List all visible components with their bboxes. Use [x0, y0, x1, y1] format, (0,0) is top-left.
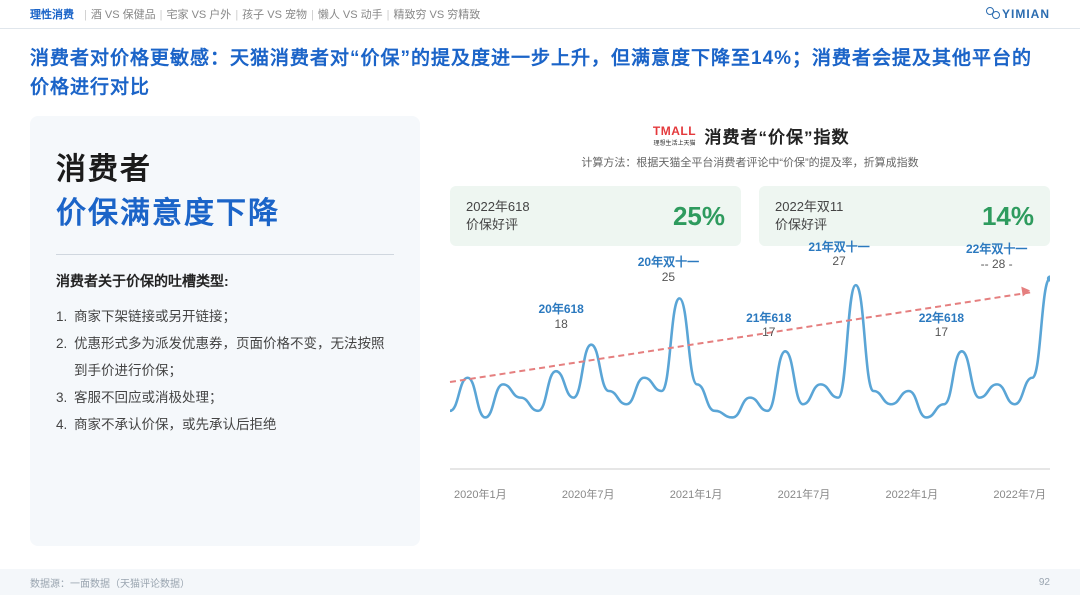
brand-text: YIMIAN — [1002, 7, 1050, 21]
nav-item: 精致穷 VS 穷精致 — [393, 9, 480, 21]
nav-item: 懒人 VS 动手 — [318, 9, 383, 21]
nav-item: 宅家 VS 户外 — [167, 9, 232, 21]
list-item: 2.优惠形式多为派发优惠券，页面价格不变，无法按照到手价进行价保； — [56, 330, 394, 384]
divider — [0, 28, 1080, 29]
left-heading-1: 消费者 — [56, 144, 394, 188]
data-source: 数据源：一面数据（天猫评论数据） — [30, 575, 190, 590]
nav-active: 理性消费 — [30, 6, 74, 22]
complaints-list: 1.商家下架链接或另开链接；2.优惠形式多为派发优惠券，页面价格不变，无法按照到… — [56, 303, 394, 438]
list-item: 3.客服不回应或消极处理； — [56, 384, 394, 411]
logo-icon — [986, 7, 1000, 19]
nav-item: 酒 VS 保健品 — [91, 9, 156, 21]
chart-header: TMALL 理想生活上天猫 消费者“价保”指数 计算方法：根据天猫全平台消费者评… — [450, 122, 1050, 170]
page-title: 消费者对价格更敏感：天猫消费者对“价保”的提及度进一步上升，但满意度下降至14%… — [0, 39, 1080, 116]
chart-method: 计算方法：根据天猫全平台消费者评论中“价保”的提及率，折算成指数 — [450, 154, 1050, 170]
brand-logo: YIMIAN — [986, 7, 1050, 21]
nav-item: 孩子 VS 宠物 — [242, 9, 307, 21]
metric-row: 2022年618价保好评25% 2022年双11价保好评14% — [450, 186, 1050, 246]
tmall-logo: TMALL 理想生活上天猫 — [651, 124, 699, 147]
top-nav: 理性消费 |酒 VS 保健品|宅家 VS 户外|孩子 VS 宠物|懒人 VS 动… — [0, 0, 1080, 28]
complaints-title: 消费者关于价保的吐槽类型: — [56, 271, 394, 291]
left-heading-2: 价保满意度下降 — [56, 188, 394, 232]
chart-title: 消费者“价保”指数 — [705, 123, 850, 148]
metric-card: 2022年双11价保好评14% — [759, 186, 1050, 246]
list-item: 1.商家下架链接或另开链接； — [56, 303, 394, 330]
line-chart: 2020年1月2020年7月2021年1月2021年7月2022年1月2022年… — [450, 260, 1050, 510]
metric-card: 2022年618价保好评25% — [450, 186, 741, 246]
page-number: 92 — [1039, 577, 1050, 588]
right-panel: TMALL 理想生活上天猫 消费者“价保”指数 计算方法：根据天猫全平台消费者评… — [450, 116, 1050, 546]
list-item: 4.商家不承认价保，或先承认后拒绝 — [56, 411, 394, 438]
left-panel: 消费者 价保满意度下降 消费者关于价保的吐槽类型: 1.商家下架链接或另开链接；… — [30, 116, 420, 546]
footer: 数据源：一面数据（天猫评论数据） 92 — [0, 569, 1080, 595]
